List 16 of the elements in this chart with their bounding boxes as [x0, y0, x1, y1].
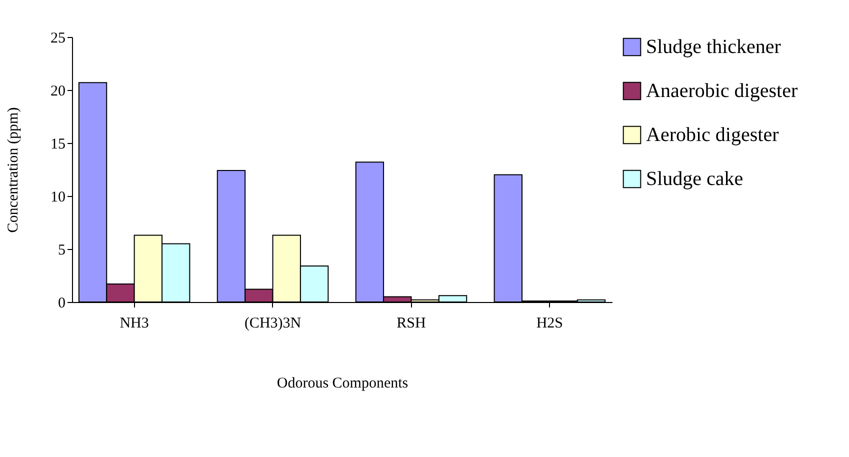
- legend-label: Anaerobic digester: [646, 80, 798, 102]
- y-tick-label: 15: [50, 136, 66, 152]
- x-axis-title: Odorous Components: [276, 376, 408, 392]
- y-tick-label: 25: [50, 30, 66, 46]
- legend-label: Sludge thickener: [646, 36, 782, 58]
- x-tick-label: NH3: [120, 316, 149, 332]
- y-tick-label: 10: [50, 190, 66, 206]
- legend-label: Aerobic digester: [646, 124, 780, 146]
- x-tick-label: RSH: [396, 316, 426, 332]
- y-tick-label: 20: [50, 84, 66, 100]
- y-tick-label: 0: [58, 296, 66, 312]
- y-tick-label: 5: [58, 242, 66, 258]
- x-tick-label: (CH3)3N: [244, 316, 302, 332]
- x-tick-label: H2S: [536, 316, 564, 332]
- legend-label: Sludge cake: [646, 168, 744, 190]
- y-axis-title: Concentration (ppm): [6, 107, 22, 233]
